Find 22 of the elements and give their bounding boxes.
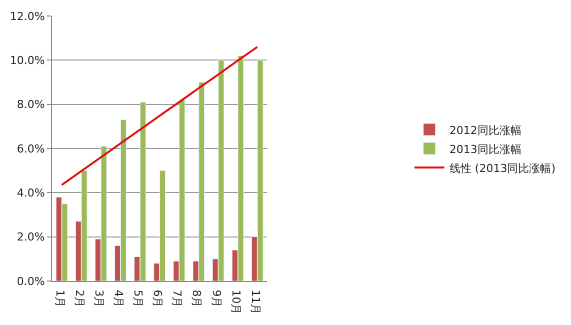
x-tick-label: 2月 xyxy=(72,290,86,308)
y-tick-label: 10.0% xyxy=(10,54,45,68)
legend-label: 2013同比涨幅 xyxy=(449,142,522,156)
y-tick-label: 4.0% xyxy=(16,186,45,200)
y-tick-label: 8.0% xyxy=(16,98,45,112)
legend-label: 2012同比涨幅 xyxy=(449,124,522,137)
x-tick-label: 10月 xyxy=(229,290,242,315)
y-tick-label: 0.0% xyxy=(16,274,45,288)
x-tick-label: 6月 xyxy=(151,290,164,308)
x-tick-label: 7月 xyxy=(170,290,184,308)
x-tick-label: 5月 xyxy=(132,290,145,308)
x-tick-label: 8月 xyxy=(190,290,204,308)
x-tick-label: 11月 xyxy=(248,290,262,315)
y-tick-label: 2.0% xyxy=(16,230,45,244)
x-tick-label: 3月 xyxy=(92,290,106,308)
x-tick-label: 9月 xyxy=(210,290,223,308)
y-tick-label: 6.0% xyxy=(16,142,45,156)
x-tick-label: 1月 xyxy=(53,290,66,308)
y-tick-label: 12.0% xyxy=(10,10,45,23)
legend-label: 线性 (2013同比涨幅) xyxy=(449,162,556,175)
line-series xyxy=(60,46,258,186)
x-tick-label: 4月 xyxy=(112,290,125,308)
